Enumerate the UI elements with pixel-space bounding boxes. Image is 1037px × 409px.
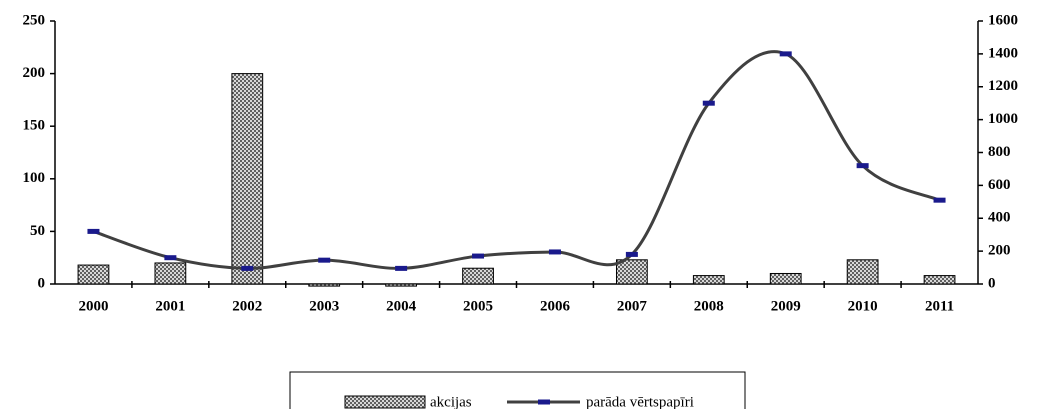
legend-label: akcijas [430,394,472,409]
marker [318,257,331,263]
x-tick-label: 2011 [925,298,954,314]
marker [395,265,408,271]
bar [154,262,187,285]
y2-tick-label: 1400 [988,45,1018,61]
x-tick-label: 2000 [78,298,108,314]
bar [77,264,110,285]
x-tick-label: 2003 [309,298,339,314]
y2-tick-label: 1200 [988,78,1018,94]
legend-label: parāda vērtspapīri [586,394,694,409]
bar [692,275,725,285]
y2-tick-label: 0 [988,275,996,291]
y-tick-label: 50 [30,223,45,239]
bar [308,283,341,287]
x-tick-label: 2001 [155,298,185,314]
marker [87,228,100,234]
legend-marker [538,399,550,405]
y2-tick-label: 1600 [988,12,1018,28]
bar [769,272,802,285]
bar [385,283,418,287]
x-tick-label: 2006 [540,298,571,314]
line [92,50,941,270]
x-tick-label: 2005 [463,298,493,314]
x-tick-label: 2009 [771,298,801,314]
x-tick-label: 2008 [694,298,724,314]
y-tick-label: 250 [23,12,46,28]
marker [933,197,946,203]
y2-tick-label: 1000 [988,111,1018,127]
bar [615,259,648,285]
y-tick-label: 0 [38,275,46,291]
y2-tick-label: 600 [988,177,1011,193]
bar [846,259,879,285]
x-tick-label: 2007 [617,298,648,314]
x-tick-label: 2002 [232,298,262,314]
y2-tick-label: 400 [988,210,1011,226]
x-tick-label: 2010 [848,298,878,314]
marker [241,265,254,271]
bar [923,275,956,285]
y-tick-label: 150 [23,118,46,134]
marker [472,253,485,259]
marker [548,249,561,255]
legend-swatch [344,395,426,409]
bar [462,267,494,285]
y-tick-label: 100 [23,170,46,186]
x-tick-label: 2004 [386,298,417,314]
marker [779,51,792,57]
y2-tick-label: 800 [988,144,1011,160]
marker [625,251,638,257]
marker [164,255,177,261]
bar [231,73,264,285]
marker [856,163,869,169]
y2-tick-label: 200 [988,243,1011,259]
marker [702,100,715,106]
y-tick-label: 200 [23,65,46,81]
